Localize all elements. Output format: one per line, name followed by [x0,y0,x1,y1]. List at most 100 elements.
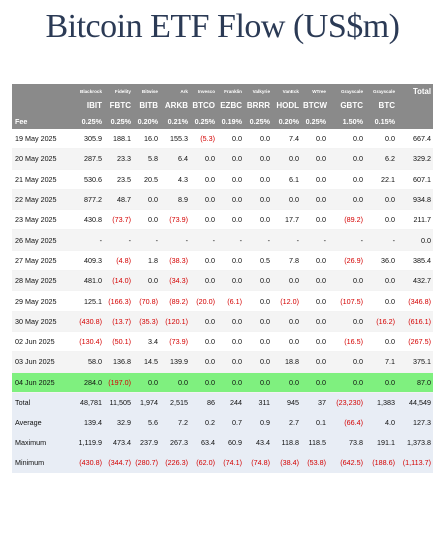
flow-value-cell: 0.0 [301,129,328,150]
page-title: Bitcoin ETF Flow (US$m) [45,8,400,45]
flow-value-cell: 0.0 [190,209,217,231]
flow-value-cell: 0.0 [244,311,272,332]
flow-value-cell: - [160,229,190,251]
stat-value-cell: (23,230) [328,392,365,413]
flow-value-cell: 0.0 [244,189,272,211]
flow-value-cell: 0.0 [160,372,190,393]
flow-value-cell: - [244,229,272,251]
fee-row: Fee 0.25% 0.25% 0.20% 0.21% 0.25% 0.19% 0.25% 0.… [12,113,433,129]
stat-value-cell: 7.2 [160,412,190,433]
issuer-header-cell: Valkyrie [244,84,272,98]
table-row: 27 May 2025 409.3 (4.8) 1.8 (38.3) 0.0 0.0 0.5 7… [12,250,433,272]
ticker-header-cell: FBTC [104,98,133,113]
flow-value-cell: 0.0 [301,250,328,272]
flow-value-cell: 0.0 [301,148,328,170]
stat-value-cell: 60.9 [217,432,244,453]
flow-value-cell: 0.0 [365,372,397,393]
stat-value-cell: (430.8) [74,452,104,473]
stat-total-cell: 127.3 [397,412,433,433]
flow-value-cell: - [217,229,244,251]
flow-value-cell: (6.1) [217,290,244,312]
flow-value-cell: - [365,229,397,251]
stat-value-cell: 1,119.9 [74,432,104,453]
date-cell: 30 May 2025 [12,311,74,332]
flow-value-cell: 0.0 [133,372,160,393]
ticker-header-cell: BITB [133,98,160,113]
row-total-cell: (616.1) [397,311,433,332]
date-cell: 02 Jun 2025 [12,331,74,353]
flow-value-cell: 0.0 [217,270,244,292]
stat-value-cell: 2.7 [272,412,301,433]
table-row: 30 May 2025 (430.8) (13.7) (35.3) (120.1) 0.0… [12,311,433,332]
stats-row: Average 139.4 32.9 5.6 7.2 0.2 0.7 0.9 2.7 0.1 (66… [12,412,433,433]
flow-value-cell: - [104,229,133,251]
flow-value-cell: 18.8 [272,351,301,373]
fee-cell: 0.15% [365,113,397,129]
issuer-header-cell: Bitwise [133,84,160,98]
flow-value-cell: 36.0 [365,250,397,272]
stat-value-cell: 118.8 [272,432,301,453]
flow-value-cell: - [328,229,365,251]
flow-value-cell: 0.0 [217,148,244,170]
fee-cell: 0.21% [160,113,190,129]
ticker-header-cell: HODL [272,98,301,113]
flow-value-cell: 14.5 [133,351,160,373]
flow-value-cell: 6.1 [272,169,301,190]
flow-value-cell: 0.0 [272,331,301,353]
stat-label-cell: Minimum [12,452,74,473]
stat-value-cell: (74.1) [217,452,244,473]
flow-value-cell: 20.5 [133,169,160,190]
flow-value-cell: 0.0 [272,311,301,332]
flow-value-cell: 0.0 [328,169,365,190]
stat-value-cell: 0.9 [244,412,272,433]
row-total-cell: 607.1 [397,169,433,190]
flow-value-cell: 8.9 [160,189,190,211]
flow-value-cell: 0.0 [365,290,397,312]
flow-value-cell: 0.0 [217,372,244,393]
flow-value-cell: (12.0) [272,290,301,312]
flow-value-cell: 0.0 [301,351,328,373]
flow-value-cell: 0.0 [301,169,328,190]
row-total-cell: 329.2 [397,148,433,170]
ticker-header-cell: BTC [365,98,397,113]
date-cell: 22 May 2025 [12,189,74,211]
stat-value-cell: 139.4 [74,412,104,433]
flow-value-cell: (13.7) [104,311,133,332]
table-row: 21 May 2025 530.6 23.5 20.5 4.3 0.0 0.0 0.0 6.1 0… [12,169,433,190]
flow-value-cell: 0.0 [133,189,160,211]
stat-value-cell: 945 [272,392,301,413]
flow-value-cell: 0.0 [328,189,365,211]
stat-value-cell: 73.8 [328,432,365,453]
stat-value-cell: 86 [190,392,217,413]
row-total-cell: 934.8 [397,189,433,211]
table-row: 23 May 2025 430.8 (73.7) 0.0 (73.9) 0.0 0.0 0.0… [12,209,433,231]
stat-value-cell: 2,515 [160,392,190,413]
header-corner-cell [12,98,74,113]
stat-value-cell: 0.2 [190,412,217,433]
flow-value-cell: 430.8 [74,209,104,231]
flow-value-cell: 1.8 [133,250,160,272]
table-row: 29 May 2025 125.1 (166.3) (70.8) (89.2) (20.0… [12,290,433,312]
flow-value-cell: 0.0 [190,331,217,353]
flow-value-cell: 58.0 [74,351,104,373]
flow-value-cell: (38.3) [160,250,190,272]
flow-value-cell: (50.1) [104,331,133,353]
flow-value-cell: 0.0 [328,148,365,170]
stat-value-cell: (280.7) [133,452,160,473]
flow-value-cell: 16.0 [133,129,160,150]
flow-value-cell: (73.9) [160,331,190,353]
flow-value-cell: 23.3 [104,148,133,170]
row-total-cell: 667.4 [397,129,433,150]
row-total-cell: 211.7 [397,209,433,231]
ticker-header-cell: ARKB [160,98,190,113]
flow-value-cell: 0.0 [301,189,328,211]
flow-value-cell: 0.0 [301,372,328,393]
fee-cell: 0.20% [133,113,160,129]
flow-value-cell: 0.0 [217,129,244,150]
flow-value-cell: 0.0 [244,290,272,312]
header-corner-cell [12,84,74,98]
flow-value-cell: 0.5 [244,250,272,272]
date-cell: 03 Jun 2025 [12,351,74,373]
flow-value-cell: 481.0 [74,270,104,292]
stat-label-cell: Average [12,412,74,433]
